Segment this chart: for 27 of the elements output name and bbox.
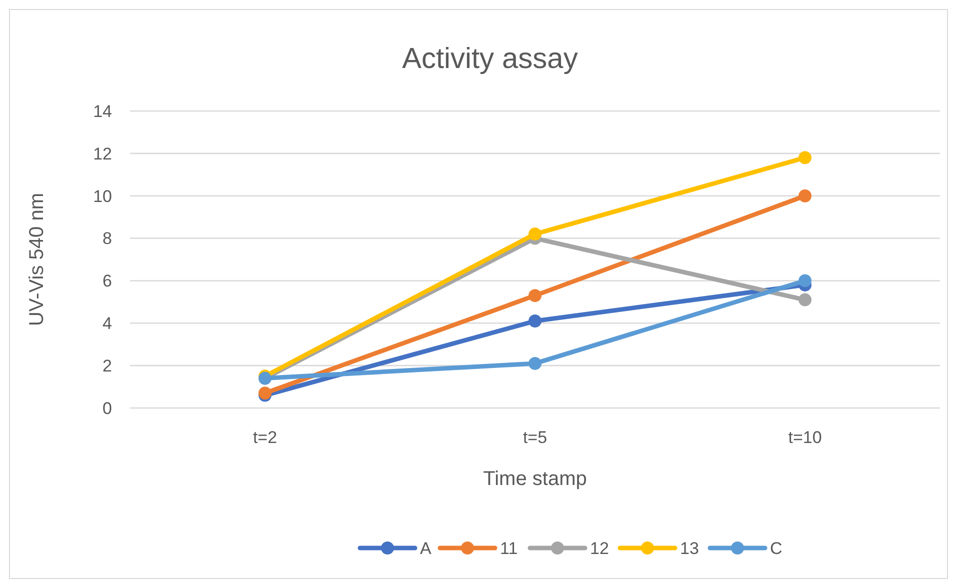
y-tick-label: 2	[102, 356, 112, 376]
legend-label: A	[420, 538, 432, 558]
y-tick-label: 10	[93, 186, 112, 206]
point	[528, 314, 542, 328]
point	[798, 274, 812, 288]
legend-label: 12	[590, 538, 609, 558]
point	[798, 189, 812, 202]
chart-title: Activity assay	[402, 43, 578, 75]
y-axis-title: UV-Vis 540 nm	[26, 192, 48, 326]
point	[528, 356, 542, 370]
y-tick-label: 6	[102, 272, 112, 291]
point	[528, 228, 542, 241]
y-tick-label: 14	[93, 102, 112, 121]
point	[798, 151, 812, 164]
x-tick-label: t=2	[252, 428, 278, 447]
y-tick-label: 4	[102, 314, 112, 334]
point	[798, 293, 812, 306]
x-tick-label: t=10	[788, 428, 822, 447]
legend-label: 11	[500, 538, 518, 558]
legend-label: 13	[680, 538, 699, 558]
x-tick-label: t=5	[522, 428, 548, 447]
point	[528, 289, 542, 302]
y-tick-label: 0	[102, 398, 112, 418]
y-tick-label: 12	[93, 144, 112, 164]
x-axis-title: Time stamp	[483, 468, 587, 490]
legend-label: C	[770, 538, 782, 558]
y-tick-label: 8	[102, 229, 112, 248]
